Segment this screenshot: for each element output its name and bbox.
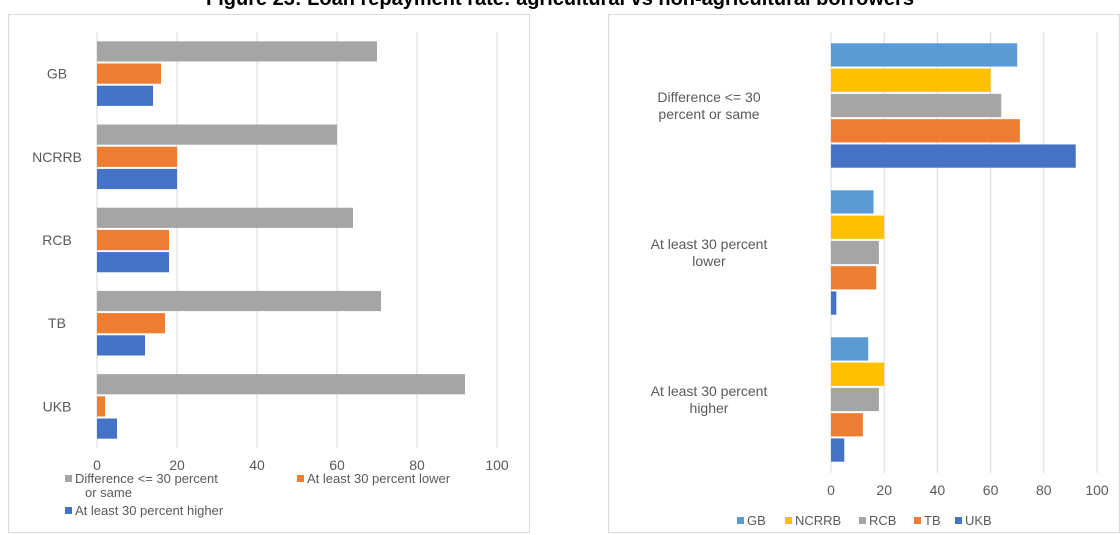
category-label-line: At least 30 percent xyxy=(651,236,768,252)
bar-rcb-difference-30-percent-or-same xyxy=(831,93,1002,118)
figure-title: Figure 23: Loan repayment rate: agricult… xyxy=(0,0,1120,11)
legend-label-line: TB xyxy=(924,513,941,528)
x-tick-label: 60 xyxy=(329,457,345,473)
x-tick-label: 20 xyxy=(876,482,892,498)
category-label: At least 30 percent higher xyxy=(651,383,768,416)
x-tick-label: 40 xyxy=(930,482,946,498)
legend-swatch-difference-30-percent-or-same xyxy=(65,475,72,482)
legend-label-at-least-30-percent-higher: At least 30 percent higher xyxy=(75,503,224,518)
bar-ncrrb-at-least-30-percent-higher xyxy=(831,362,885,386)
right-chart-panel: 0 20 40 60 80 100 Difference <= 30 percent or s… xyxy=(608,14,1120,533)
bar-rcb-at-least-30-percent-lower xyxy=(831,240,879,265)
category-label-line: percent or same xyxy=(658,106,759,122)
x-tick-label: 20 xyxy=(169,457,185,473)
category-label: GB xyxy=(47,66,67,82)
category-label: TB xyxy=(48,315,66,331)
category-label-line: Difference <= 30 xyxy=(657,89,760,105)
bar-ncrrb-difference-30-percent-or-same xyxy=(831,68,991,92)
legend-label-line: UKB xyxy=(965,513,992,528)
legend-label-line: GB xyxy=(747,513,766,528)
bar-ncrrb-at-least-30-percent-lower xyxy=(831,215,885,239)
bar-rcb-at-least-30-percent-higher xyxy=(831,387,879,412)
category-label: At least 30 percent lower xyxy=(651,236,768,269)
legend-label-line: NCRRB xyxy=(795,513,841,528)
x-tick-label: 80 xyxy=(1036,482,1052,498)
category-label-line: UKB xyxy=(43,398,72,414)
legend-label-difference-30-percent-or-same: Difference <= 30 percent or same xyxy=(75,471,218,500)
left-chart-panel: 0 20 40 60 80 100 GB NCRRB RCB TB UKB Difference <=… xyxy=(8,14,530,533)
x-tick-label: 0 xyxy=(93,457,101,473)
category-label-line: RCB xyxy=(42,232,72,248)
x-tick-label: 100 xyxy=(485,457,509,473)
legend-label-line: RCB xyxy=(869,513,896,528)
category-label: NCRRB xyxy=(32,149,82,165)
bar-difference-30-percent-or-same-tb xyxy=(97,290,381,312)
bar-gb-difference-30-percent-or-same xyxy=(831,43,1018,67)
category-label: UKB xyxy=(43,398,72,414)
bar-at-least-30-percent-higher-tb xyxy=(97,335,145,356)
legend-swatch-ncrrb xyxy=(785,517,792,524)
bar-at-least-30-percent-lower-ukb xyxy=(97,396,105,417)
legend-swatch-tb xyxy=(914,517,921,524)
bar-ukb-at-least-30-percent-higher xyxy=(831,438,845,462)
legend-swatch-at-least-30-percent-lower xyxy=(297,475,304,482)
bar-tb-difference-30-percent-or-same xyxy=(831,119,1020,143)
x-tick-label: 100 xyxy=(1085,482,1109,498)
bar-difference-30-percent-or-same-rcb xyxy=(97,207,353,228)
legend-label-line: or same xyxy=(85,485,132,500)
right-bar-chart: 0 20 40 60 80 100 Difference <= 30 percent or s… xyxy=(651,32,1109,528)
legend-label-ncrrb: NCRRB xyxy=(795,513,841,528)
legend-swatch-rcb xyxy=(859,517,866,524)
bar-ukb-at-least-30-percent-lower xyxy=(831,291,837,315)
x-tick-label: 40 xyxy=(249,457,265,473)
legend-label-tb: TB xyxy=(924,513,941,528)
legend-label-ukb: UKB xyxy=(965,513,992,528)
category-label: RCB xyxy=(42,232,72,248)
category-label-line: lower xyxy=(692,253,726,269)
left-bar-chart: 0 20 40 60 80 100 GB NCRRB RCB TB UKB Difference <=… xyxy=(32,32,509,518)
legend-swatch-at-least-30-percent-higher xyxy=(65,507,72,514)
bar-difference-30-percent-or-same-ukb xyxy=(97,374,465,395)
legend-label-at-least-30-percent-lower: At least 30 percent lower xyxy=(307,471,451,486)
legend-swatch-ukb xyxy=(955,517,962,524)
legend-label-line: At least 30 percent higher xyxy=(75,503,224,518)
legend-label-line: At least 30 percent lower xyxy=(307,471,451,486)
x-tick-label: 60 xyxy=(983,482,999,498)
x-tick-label: 0 xyxy=(827,482,835,498)
bar-at-least-30-percent-lower-ncrrb xyxy=(97,146,177,167)
x-tick-label: 80 xyxy=(409,457,425,473)
bar-tb-at-least-30-percent-higher xyxy=(831,413,863,437)
legend-swatch-gb xyxy=(737,517,744,524)
bar-at-least-30-percent-higher-gb xyxy=(97,85,153,106)
legend-label-rcb: RCB xyxy=(869,513,896,528)
bar-difference-30-percent-or-same-ncrrb xyxy=(97,124,337,145)
legend-label-gb: GB xyxy=(747,513,766,528)
bar-at-least-30-percent-lower-gb xyxy=(97,63,161,84)
category-label-line: higher xyxy=(690,400,729,416)
category-label-line: GB xyxy=(47,66,67,82)
bar-at-least-30-percent-lower-rcb xyxy=(97,229,169,251)
bar-at-least-30-percent-higher-ukb xyxy=(97,418,117,439)
category-label-line: At least 30 percent xyxy=(651,383,768,399)
bar-difference-30-percent-or-same-gb xyxy=(97,41,377,62)
category-label: Difference <= 30 percent or same xyxy=(657,89,760,122)
category-label-line: TB xyxy=(48,315,66,331)
bar-at-least-30-percent-higher-rcb xyxy=(97,252,169,273)
category-label-line: NCRRB xyxy=(32,149,82,165)
bar-at-least-30-percent-higher-ncrrb xyxy=(97,168,177,190)
bar-gb-at-least-30-percent-higher xyxy=(831,337,869,361)
bar-tb-at-least-30-percent-lower xyxy=(831,266,877,290)
legend-label-line: Difference <= 30 percent xyxy=(75,471,218,486)
bar-gb-at-least-30-percent-lower xyxy=(831,190,874,214)
bar-ukb-difference-30-percent-or-same xyxy=(831,144,1076,168)
bar-at-least-30-percent-lower-tb xyxy=(97,313,165,334)
